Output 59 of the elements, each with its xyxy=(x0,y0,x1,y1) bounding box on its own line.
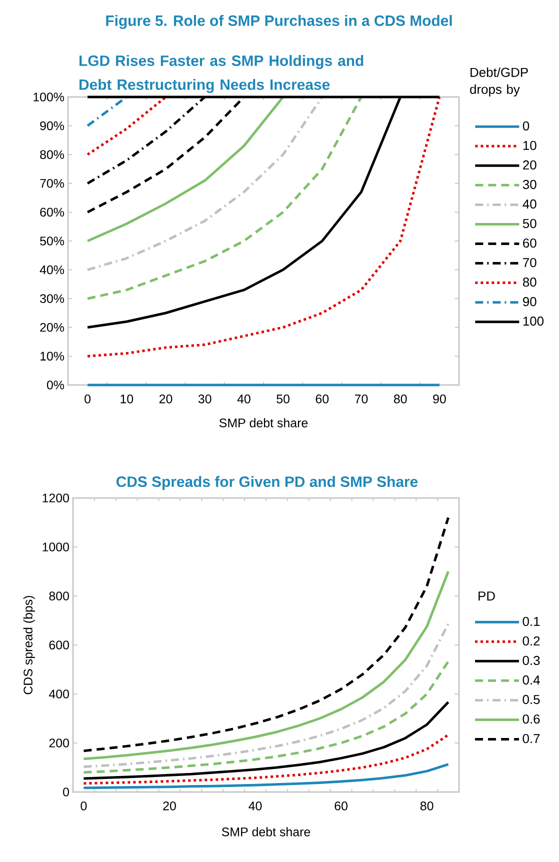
x-tick-label: 20 xyxy=(159,394,172,404)
y-axis-title: CDS spread (bps) xyxy=(23,596,35,694)
x-axis-title: SMP debt share xyxy=(219,418,308,428)
y-tick-label: 10% xyxy=(40,352,64,361)
x-tick-label: 40 xyxy=(248,802,262,810)
x-axis-title: SMP debt share xyxy=(222,827,310,836)
y-tick-label: 600 xyxy=(49,640,69,650)
legend-label: 90 xyxy=(523,297,536,306)
y-tick-label: 0% xyxy=(46,380,64,390)
y-tick-label: 200 xyxy=(49,738,69,748)
x-tick-label: 70 xyxy=(354,394,368,404)
y-tick-label: 1200 xyxy=(42,494,69,502)
x-tick-label: 80 xyxy=(394,394,407,404)
y-tick-label: 40% xyxy=(40,265,64,274)
legend-label: 50 xyxy=(522,218,536,228)
legend-label: 0.5 xyxy=(522,694,540,704)
legend-label: 100 xyxy=(523,316,544,326)
chart-subtitle: LGD Rises Faster as SMP Holdings and Debt Restructuring Needs Increase xyxy=(80,55,364,93)
legend-label: 0.1 xyxy=(522,616,540,626)
x-tick-label: 0 xyxy=(84,394,91,404)
legend-label: 30 xyxy=(522,180,536,190)
legend-label: 10 xyxy=(523,140,536,150)
y-tick-label: 1000 xyxy=(42,542,69,552)
legend-label: 20 xyxy=(523,160,536,170)
legend-label: 0.2 xyxy=(522,636,540,646)
x-tick-label: 90 xyxy=(433,394,446,404)
y-tick-label: 20% xyxy=(40,322,64,332)
x-tick-label: 0 xyxy=(80,802,87,810)
legend-label: 0.6 xyxy=(522,714,540,724)
y-tick-label: 80% xyxy=(40,150,64,160)
legend-label: 40 xyxy=(522,199,536,209)
chart-title: Figure 5. Role of SMP Purchases in a CDS Model xyxy=(106,14,452,29)
legend-title: PD xyxy=(478,592,495,600)
x-tick-label: 50 xyxy=(276,394,290,404)
y-tick-label: 400 xyxy=(48,690,69,698)
x-tick-label: 10 xyxy=(120,394,134,404)
y-tick-label: 70% xyxy=(40,178,64,188)
x-tick-label: 30 xyxy=(198,394,212,404)
y-tick-label: 0 xyxy=(63,788,69,796)
x-tick-label: 40 xyxy=(237,394,250,404)
x-tick-label: 80 xyxy=(420,802,434,810)
legend-label: 0.4 xyxy=(522,675,540,685)
legend-label: 0.7 xyxy=(522,734,540,744)
legend-label: 0 xyxy=(522,121,530,131)
x-tick-label: 60 xyxy=(316,394,329,404)
y-tick-label: 800 xyxy=(49,592,69,600)
legend-label: 70 xyxy=(523,258,536,268)
legend-title: Debt/GDP drops by xyxy=(470,67,528,96)
x-tick-label: 60 xyxy=(334,802,348,810)
y-tick-label: 50% xyxy=(40,236,64,246)
legend-label: 80 xyxy=(522,278,536,287)
y-tick-label: 60% xyxy=(40,208,64,217)
x-tick-label: 20 xyxy=(163,802,176,810)
y-tick-label: 100% xyxy=(34,92,64,102)
y-tick-label: 30% xyxy=(40,294,64,304)
y-tick-label: 90% xyxy=(40,121,64,130)
chart-title: CDS Spreads for Given PD and SMP Share xyxy=(116,476,418,490)
legend-label: 0.3 xyxy=(522,656,540,666)
legend-label: 60 xyxy=(523,238,536,248)
